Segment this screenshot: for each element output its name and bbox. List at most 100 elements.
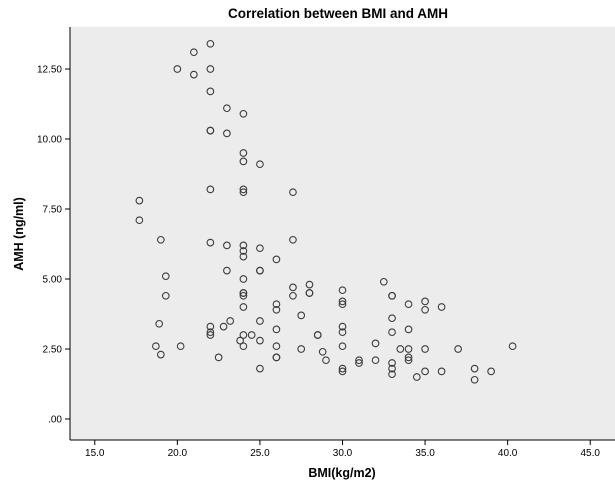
y-tick-label: 2.50 [43,345,63,356]
data-point [239,331,248,339]
data-point [223,241,231,250]
y-tick-label: 12.50 [37,65,62,76]
data-point [404,345,413,353]
data-point [135,216,144,225]
x-axis-title: BMI(kg/m2) [308,466,375,480]
data-point [388,291,396,300]
data-point [388,328,396,337]
data-point [272,342,281,351]
data-point [206,322,215,331]
data-point [206,328,215,337]
data-point [239,303,248,311]
data-point [156,350,165,359]
plot-area [70,27,615,440]
ticks: 15.0 20.0 25.0 30.0 35.0 40.0 45.0 .00 2.50 5.00 7… [37,65,600,460]
data-point [371,339,380,348]
data-point [487,367,495,376]
data-point [239,342,248,351]
data-point [256,266,264,275]
data-point [239,109,248,118]
data-point [155,319,164,328]
y-tick-label: 10.00 [37,135,62,146]
data-point [206,185,215,194]
data-point [338,286,347,295]
data-point [297,311,306,320]
data-point [206,126,215,135]
data-point [437,367,446,376]
data-point [190,70,198,79]
data-point [247,331,256,339]
data-point [226,317,235,325]
data-point [379,277,388,286]
data-point [289,291,297,300]
data-point [338,300,347,309]
data-point [272,255,281,264]
x-tick-label: 35.0 [415,448,435,459]
data-point [437,303,446,311]
x-tick-label: 45.0 [580,448,600,459]
data-point [371,356,380,365]
data-point [256,336,264,345]
data-point [239,252,248,261]
data-point [239,149,248,157]
data-point [176,342,185,351]
data-point [223,104,231,113]
data-point [214,353,223,362]
data-point [156,235,165,244]
data-point [206,65,215,73]
data-point [239,289,248,297]
data-point [388,364,396,373]
data-point [404,356,413,365]
data-point [239,157,248,166]
x-tick-label: 20.0 [168,448,188,459]
x-tick-label: 25.0 [250,448,270,459]
x-tick-label: 40.0 [498,448,518,459]
data-point [338,367,347,376]
data-point [173,65,182,73]
data-point [206,39,215,48]
data-point [239,247,248,255]
data-point [239,275,248,283]
data-point [355,356,363,365]
data-point [322,356,330,365]
data-point [355,359,363,367]
data-point [135,196,144,205]
data-point [272,325,281,334]
data-point [239,241,248,250]
data-point [161,272,170,281]
data-point [396,345,405,353]
data-point [190,48,198,57]
y-tick-label: 7.50 [43,205,63,216]
data-point [388,314,396,323]
data-point [239,185,248,194]
data-point [272,353,281,362]
data-point [206,238,215,247]
data-point [206,87,215,96]
data-point [289,283,297,292]
data-point [272,300,281,309]
data-point [152,342,160,351]
data-point [404,325,413,334]
data-point [338,328,347,337]
data-point [412,373,421,381]
data-point [236,336,244,345]
data-point [223,129,231,138]
y-tick-label: 5.00 [43,275,63,286]
data-point [256,364,264,373]
data-point [223,266,231,275]
data-points [135,39,517,384]
data-point [404,353,413,362]
data-point [454,345,462,353]
data-point [305,280,314,289]
data-point [421,367,429,376]
data-point [206,331,215,339]
data-point [305,289,314,297]
data-point [219,322,228,331]
data-point [404,300,413,309]
chart-title: Correlation between BMI and AMH [228,6,448,21]
data-point [289,235,297,244]
data-point [161,291,170,300]
data-point [239,291,248,300]
x-tick-label: 30.0 [333,448,353,459]
